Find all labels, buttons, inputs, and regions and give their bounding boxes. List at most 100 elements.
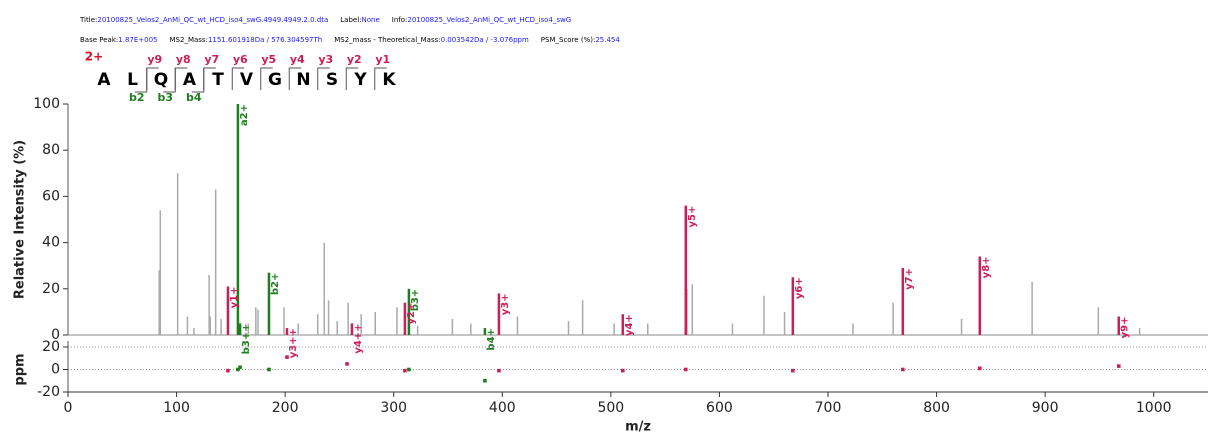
y-tick-label: -20 [37, 384, 60, 400]
residue: A [183, 70, 197, 90]
ppm-point [683, 367, 688, 372]
x-tick-label: 800 [923, 400, 950, 416]
y-ion-label: y9 [147, 53, 162, 66]
ppm-point [285, 355, 289, 359]
peak-label: b3+ [410, 289, 421, 312]
y-bracket [374, 67, 387, 90]
y-ion-label: y4 [290, 53, 305, 66]
header: Title:20100825_Velos2_AnMi_QC_wt_HCD_iso… [79, 16, 620, 44]
residue: T [212, 70, 224, 90]
peak-label: y6+ [794, 277, 805, 299]
residue: S [326, 70, 338, 90]
peak-label: b4+ [486, 328, 497, 351]
peak-label: y8+ [981, 256, 992, 278]
y-ion-label: y8 [176, 53, 191, 66]
y-tick-label: 20 [42, 339, 60, 355]
x-tick-label: 400 [489, 400, 516, 416]
y-bracket [288, 67, 302, 90]
ppm-point [407, 367, 411, 372]
x-tick-label: 100 [163, 400, 190, 416]
header-line: Title:20100825_Velos2_AnMi_QC_wt_HCD_iso… [79, 16, 571, 24]
x-axis-label: m/z [625, 420, 651, 435]
ppm-point [236, 367, 240, 372]
b-ion-label: b4 [186, 91, 202, 104]
header-value: 0.003542Da / -3.076ppm [441, 36, 529, 44]
residue: Q [154, 70, 168, 90]
peak-label: y4+ [624, 314, 635, 336]
x-tick-label: 900 [1032, 400, 1059, 416]
residue: L [127, 70, 138, 90]
b-bracket [163, 68, 176, 93]
y-tick-label: 0 [51, 362, 60, 378]
header-value: 1151.601918Da / 576.304597Th [208, 36, 322, 44]
peak-label: y9+ [1120, 317, 1131, 339]
y-tick-label: 0 [51, 327, 60, 343]
residue: V [240, 70, 254, 90]
peak-label: y1+ [229, 286, 240, 308]
x-tick-label: 700 [815, 400, 842, 416]
y-bracket [260, 67, 273, 90]
y-axis-label: ppm [13, 353, 28, 385]
peak-label: y7+ [904, 268, 915, 290]
header-value: 1.87E+005 [118, 36, 157, 44]
header-key: MS2_mass - Theoretical_Mass: [334, 36, 440, 44]
header-value: 20100825_Velos2_AnMi_QC_wt_HCD_iso4_swG.… [97, 16, 328, 24]
ppm-point [1116, 364, 1121, 368]
b-bracket [134, 68, 148, 93]
x-tick-label: 200 [272, 400, 299, 416]
y-ion-label: y7 [204, 53, 219, 66]
y-bracket [231, 67, 245, 90]
ppm-point [791, 368, 795, 373]
y-bracket [317, 67, 330, 90]
ppm-point [901, 367, 905, 372]
x-tick-label: 500 [597, 400, 624, 416]
y-ion-label: y1 [375, 53, 390, 66]
peak-label: y5+ [687, 206, 698, 228]
y-bracket [345, 67, 359, 90]
residue: A [97, 70, 111, 90]
y-tick-label: 40 [42, 235, 60, 251]
header-key: Label: [340, 16, 361, 24]
residue: Y [353, 70, 367, 90]
b-ion-label: b3 [157, 91, 173, 104]
ppm-point [226, 368, 230, 373]
y-ion-label: y3 [318, 53, 333, 66]
y-tick-label: 60 [42, 188, 60, 204]
x-tick-label: 0 [64, 400, 73, 416]
peak-label: a2+ [239, 104, 250, 126]
ppm-point [345, 362, 349, 366]
y-ion-label: y6 [233, 53, 248, 66]
x-tick-label: 600 [706, 400, 733, 416]
header-line: Base Peak:1.87E+005 MS2_Mass:1151.601918D… [80, 36, 620, 44]
header-key: Base Peak: [80, 36, 118, 44]
charge: 2+ [85, 50, 103, 64]
b-ion-label: b2 [129, 91, 145, 104]
b-bracket [191, 68, 205, 93]
y-axis-label: Relative Intensity (%) [13, 140, 28, 299]
y-tick-label: 20 [42, 281, 60, 297]
residue: N [296, 70, 310, 90]
y-ion-label: y5 [261, 53, 276, 66]
ppm-point [238, 365, 242, 370]
ppm-point [403, 368, 407, 373]
header-key: PSM_Score (%): [541, 36, 596, 44]
header-value: 25.454 [595, 36, 620, 44]
header-key: MS2_Mass: [170, 36, 208, 44]
residue: K [382, 70, 396, 90]
header-value: None [362, 16, 380, 24]
header-key: Info: [392, 16, 408, 24]
y-tick-label: 100 [33, 96, 60, 112]
peak-label: y3++ [288, 328, 299, 358]
peak-label: b3++ [241, 323, 252, 354]
ppm-point [977, 366, 982, 371]
y-tick-label: 80 [42, 142, 60, 158]
ppm-point [621, 368, 625, 373]
ppm-point [267, 367, 271, 372]
x-tick-label: 300 [380, 400, 407, 416]
header-key: Title: [79, 16, 97, 24]
ppm-point [497, 368, 501, 373]
